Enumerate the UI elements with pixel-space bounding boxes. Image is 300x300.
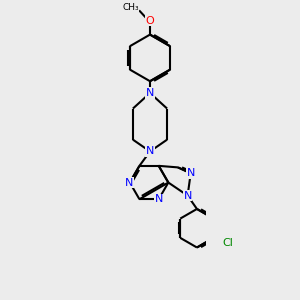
Text: N: N xyxy=(146,146,154,157)
Text: N: N xyxy=(183,190,192,201)
Text: N: N xyxy=(154,194,163,204)
Text: CH₃: CH₃ xyxy=(122,3,139,12)
Text: N: N xyxy=(125,178,134,188)
Text: Cl: Cl xyxy=(222,238,233,248)
Text: N: N xyxy=(146,88,154,98)
Text: N: N xyxy=(187,168,195,178)
Text: O: O xyxy=(146,16,154,26)
